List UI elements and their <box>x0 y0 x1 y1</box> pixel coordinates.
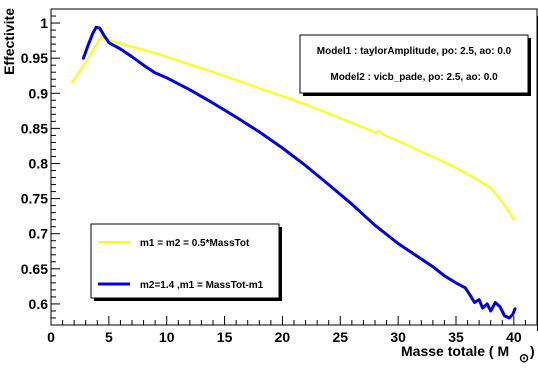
x-tick-label: 10 <box>159 329 175 345</box>
legend-label-series-2: m2=1.4 ,m1 = MassTot-m1 <box>140 280 264 291</box>
x-tick-label: 20 <box>275 329 291 345</box>
y-tick-label: 0.8 <box>29 155 49 171</box>
x-tick-label: 25 <box>332 329 348 345</box>
y-tick-label: 0.9 <box>29 85 49 101</box>
series-line-1 <box>70 36 515 221</box>
x-tick-label: 40 <box>506 329 522 345</box>
y-tick-label: 0.85 <box>21 120 48 136</box>
axis-ticks <box>50 8 538 326</box>
model-info-box: Model1 : taylorAmplitude, po: 2.5, ao: 0… <box>299 34 531 96</box>
y-tick-label: 1 <box>40 15 48 31</box>
y-tick-label: 0.65 <box>21 261 48 277</box>
legend-frame <box>90 223 280 299</box>
x-tick-label: 35 <box>448 329 464 345</box>
legend: m1 = m2 = 0.5*MassTot m2=1.4 ,m1 = MassT… <box>90 223 282 301</box>
y-tick-label: 0.75 <box>21 191 48 207</box>
legend-label-series-1: m1 = m2 = 0.5*MassTot <box>140 238 250 249</box>
series-lines <box>70 25 517 320</box>
model2-text: Model2 : vicb_pade, po: 2.5, ao: 0.0 <box>330 72 498 83</box>
y-tick-label: 0.6 <box>29 296 49 312</box>
y-tick-label: 0.7 <box>29 226 49 242</box>
x-tick-label: 15 <box>217 329 233 345</box>
x-tick-label: 30 <box>390 329 406 345</box>
x-tick-label: 0 <box>47 329 55 345</box>
model-box-frame <box>299 34 529 94</box>
solar-mass-icon: ⊙ <box>519 351 529 365</box>
model1-text: Model1 : taylorAmplitude, po: 2.5, ao: 0… <box>317 46 512 57</box>
y-tick-label: 0.95 <box>21 50 48 66</box>
x-axis-title: Masse totale ( M <box>401 343 509 359</box>
series-line-2 <box>81 25 517 320</box>
axis-tick-labels: 0 5 10 15 20 25 30 35 40 0.6 0.65 0.7 0.75 0.8 0.85 0.9… <box>21 15 522 345</box>
y-axis-title: Effectivite <box>1 8 17 75</box>
x-tick-label: 5 <box>105 329 113 345</box>
x-axis-title-close-paren: ) <box>530 343 535 359</box>
